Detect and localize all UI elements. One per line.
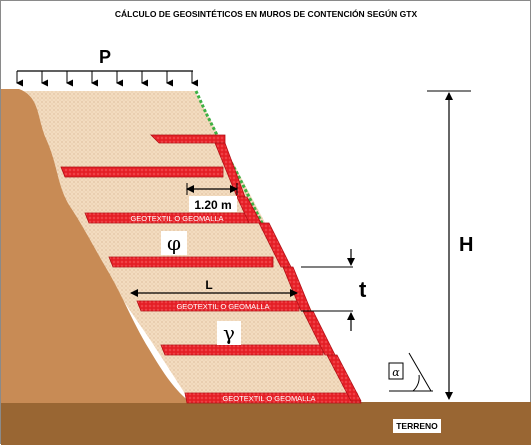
height-label: H	[459, 234, 473, 256]
surcharge-load	[16, 70, 198, 87]
natural-slope	[1, 89, 191, 403]
ground-label: TERRENO	[396, 421, 438, 431]
diagram-title: CÁLCULO DE GEOSINTÉTICOS EN MUROS DE CON…	[115, 8, 418, 19]
unit-weight-box	[217, 321, 241, 345]
length-label: L	[205, 278, 212, 292]
spacing-label: 1.20 m	[194, 198, 231, 212]
reinforcement-layer	[150, 134, 226, 144]
unit-weight-symbol: γ	[223, 321, 235, 345]
load-label: P	[99, 47, 111, 67]
reinforcement-layer	[136, 300, 300, 312]
reinforcement-layer	[108, 256, 274, 268]
reinforcement-layer	[184, 392, 362, 404]
reinforcement-label: GEOTEXTIL O GEOMALLA	[130, 214, 223, 223]
reinforcement-layer	[60, 166, 224, 178]
friction-angle-box	[161, 231, 187, 255]
angle-arc	[412, 374, 420, 392]
angle-label-box	[388, 362, 404, 380]
reinforcement-label: GEOTEXTIL O GEOMALLA	[176, 302, 269, 311]
reinforcement-label: GEOTEXTIL O GEOMALLA	[222, 394, 315, 403]
friction-angle-symbol: φ	[167, 231, 181, 255]
reinforcement-layer	[160, 344, 324, 356]
ground-strip	[1, 402, 531, 445]
angle-ray	[408, 352, 432, 392]
ground-label-box	[393, 419, 441, 433]
thickness-label: t	[359, 277, 367, 302]
angle-symbol: α	[392, 366, 400, 379]
reinforcement-wrap	[326, 354, 362, 402]
spacing-label-box	[189, 196, 237, 212]
